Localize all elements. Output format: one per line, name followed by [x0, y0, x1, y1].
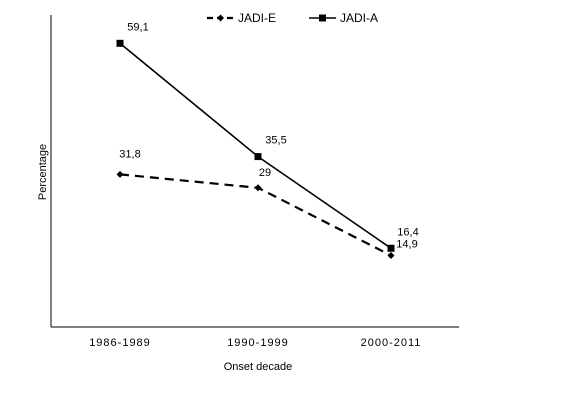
jadi-a-data-label: 59,1	[127, 21, 148, 33]
jadi-a-point	[387, 244, 395, 252]
x-axis-title: Onset decade	[224, 361, 293, 373]
y-axis-title: Percentage	[37, 144, 49, 200]
x-axis-ticks: 1986-1989 1990-1999 2000-2011	[89, 337, 422, 349]
jadi-e-line	[119, 173, 392, 257]
jadi-a-data-label: 16,4	[397, 226, 418, 238]
legend-jadi-a-label: JADI-A	[340, 11, 378, 25]
jadi-e-data-label: 14,9	[396, 238, 417, 250]
jadi-a-line	[119, 42, 392, 249]
legend-jadi-e-label: JADI-E	[238, 11, 276, 25]
jadi-e-data-label: 31,8	[119, 148, 140, 160]
jadi-e-point	[387, 251, 395, 259]
jadi-e-data-label: 29	[259, 167, 271, 179]
x-tick-label: 2000-2011	[361, 337, 422, 349]
jadi-e-point	[254, 184, 262, 192]
legend-jadi-a-marker	[319, 14, 326, 22]
legend-jadi-e-marker	[217, 14, 224, 22]
x-tick-label: 1986-1989	[89, 337, 151, 349]
legend: JADI-E JADI-A	[207, 11, 378, 25]
jadi-a-point	[116, 39, 124, 47]
plot-area: 31,8 29 14,9 59,1 35,5 16,4	[50, 15, 459, 328]
jadi-e-point	[116, 170, 124, 178]
x-tick-label: 1990-1999	[227, 337, 289, 349]
jadi-a-point	[254, 153, 262, 161]
jadi-a-data-label: 35,5	[265, 135, 286, 147]
